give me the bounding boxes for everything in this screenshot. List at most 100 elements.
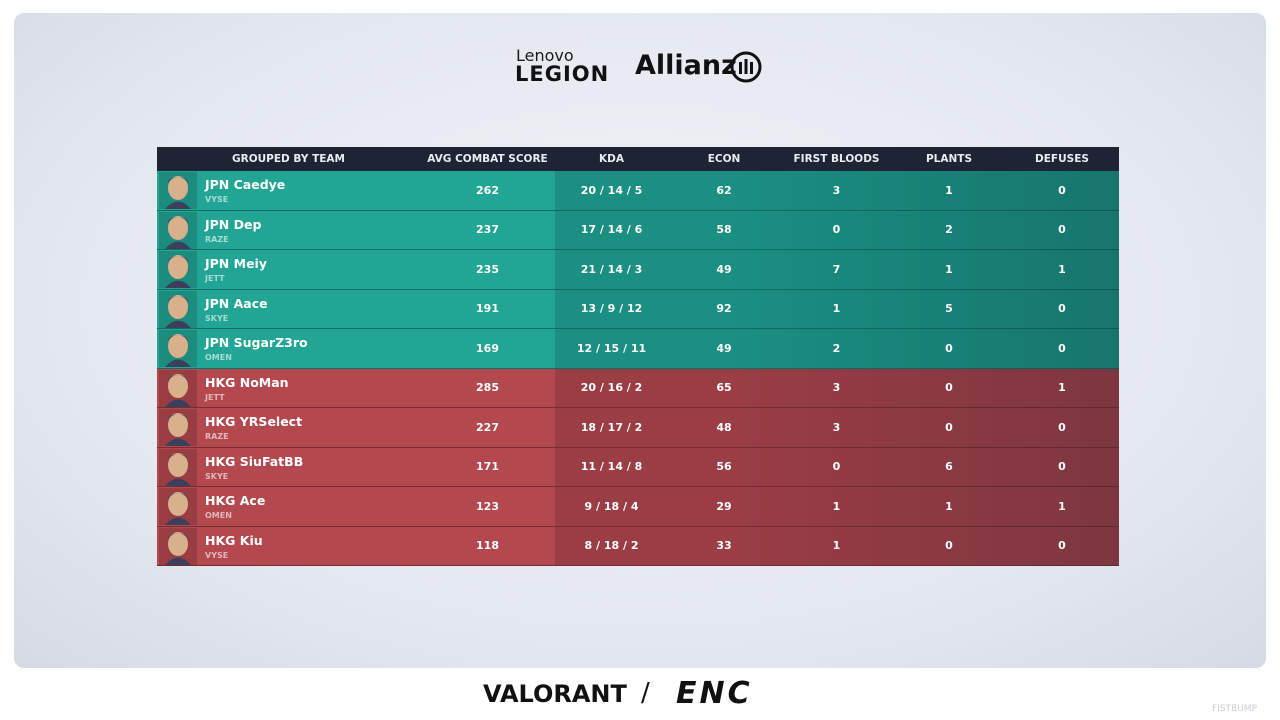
stat-cell: 227	[420, 408, 555, 447]
stat-cell: 12 / 15 / 11	[576, 341, 647, 355]
agent-portrait	[159, 172, 197, 209]
player-name: HKG Ace	[205, 493, 266, 508]
player-name: HKG SiuFatBB	[205, 453, 304, 469]
agent-name: RAZE	[205, 234, 229, 244]
player-row: HKG SiuFatBB SKYE 171 11 / 14 / 8 56 0 6 0	[157, 447, 1119, 487]
agent-name: VYSE	[205, 550, 229, 560]
watermark: FISTBUMP	[1212, 704, 1257, 714]
player-cell: HKG SiuFatBB SKYE	[157, 447, 420, 486]
agent-portrait	[159, 251, 197, 288]
stat-cell: 0	[1058, 460, 1066, 474]
player-name: JPN Meiy	[205, 256, 267, 271]
stat-cell: 0	[1058, 420, 1066, 434]
agent-portrait	[159, 290, 197, 328]
player-row: HKG NoMan JETT 285 20 / 16 / 2 65 3 0 1	[157, 368, 1119, 408]
player-name: JPN Caedye	[205, 177, 286, 192]
stat-cell: 20 / 14 / 5	[580, 183, 643, 197]
header-cell: KDA	[599, 153, 624, 165]
agent-portrait	[159, 448, 197, 486]
stat-cell: 13 / 9 / 12	[580, 302, 643, 316]
player-row: HKG YRSelect RAZE 227 18 / 17 / 2 48 3 0 0	[157, 408, 1119, 448]
stat-cell: 0	[1058, 302, 1066, 316]
player-row: JPN SugarZ3ro OMEN 169 12 / 15 / 11 49 2 0 0	[157, 329, 1119, 369]
agent-name: JETT	[205, 274, 225, 283]
player-row: JPN Caedye VYSE 262 20 / 14 / 5 62 3 1 0	[157, 171, 1119, 211]
stat-cell: 0	[832, 223, 841, 237]
stat-cell: 29	[716, 499, 732, 513]
agent-portrait	[159, 330, 197, 367]
stat-cell: 1	[1058, 499, 1066, 513]
stat-cell: 123	[420, 487, 555, 526]
stat-cell: 9 / 18 / 4	[584, 499, 639, 513]
stat-cell: 0	[945, 420, 953, 434]
stat-cell: 56	[716, 460, 732, 474]
stat-cell: 49	[716, 262, 732, 276]
agent-portrait	[159, 369, 197, 407]
stat-cell: 20 / 16 / 2	[580, 381, 643, 395]
stat-cell: 18 / 17 / 2	[580, 420, 643, 434]
player-cell: HKG YRSelect RAZE	[157, 408, 420, 447]
header-cell: AVG COMBAT SCORE	[427, 153, 548, 165]
stat-cell: 7	[832, 262, 841, 276]
player-row: HKG Ace OMEN 123 9 / 18 / 4 29 1 1 1	[157, 487, 1119, 527]
agent-name: SKYE	[205, 313, 229, 323]
allianz-logo	[730, 51, 762, 83]
agent-name: OMEN	[205, 511, 232, 520]
stat-cell: 1	[945, 262, 953, 276]
player-cell: JPN SugarZ3ro OMEN	[157, 329, 420, 368]
stat-cell: 33	[716, 539, 732, 553]
player-row: JPN Meiy JETT 235 21 / 14 / 3 49 7 1 1	[157, 250, 1119, 290]
header-cell: PLANTS	[925, 153, 973, 165]
stat-cell: 21 / 14 / 3	[580, 262, 643, 276]
sponsor-small: Lenovo	[516, 46, 574, 65]
stat-cell: 1	[945, 183, 953, 197]
stat-cell: 17 / 14 / 6	[580, 223, 643, 237]
player-cell: HKG Ace OMEN	[157, 487, 420, 526]
scoreboard: GROUPED BY TEAM AVG COMBAT SCORE KDA ECON FI…	[157, 147, 1119, 566]
player-cell: JPN Aace SKYE	[157, 289, 420, 328]
footer-valorant: VALORANT	[483, 680, 627, 708]
stat-cell: 1	[832, 302, 841, 316]
stat-cell: 0	[945, 381, 953, 395]
stat-cell: 0	[945, 341, 953, 355]
agent-name: SKYE	[205, 471, 229, 481]
stat-cell: 48	[716, 420, 732, 434]
player-cell: JPN Dep RAZE	[157, 210, 420, 249]
player-name: HKG Kiu	[205, 532, 263, 548]
stat-cell: 1	[945, 499, 953, 513]
stat-cell: 2	[832, 341, 841, 355]
stat-cell: 8 / 18 / 2	[584, 539, 639, 553]
stat-cell: 2	[945, 223, 953, 237]
stat-cell: 285	[420, 368, 555, 407]
sponsor-allianz: Allianz	[635, 50, 737, 81]
stat-cell: 1	[832, 499, 841, 513]
agent-portrait	[159, 488, 197, 525]
stat-cell: 1	[832, 539, 841, 553]
agent-name: RAZE	[205, 432, 229, 441]
stat-cell: 0	[1058, 341, 1066, 355]
stat-cell: 5	[945, 302, 953, 316]
header-cell: GROUPED BY TEAM	[232, 153, 345, 165]
stat-cell: 169	[420, 329, 555, 368]
stat-cell: 6	[945, 460, 953, 474]
player-row: JPN Aace SKYE 191 13 / 9 / 12 92 1 5 0	[157, 289, 1119, 329]
stat-cell: 3	[832, 183, 841, 197]
agent-name: VYSE	[205, 195, 229, 204]
stat-cell: 3	[832, 381, 841, 395]
player-name: JPN SugarZ3ro	[205, 335, 308, 350]
stat-cell: 191	[420, 289, 555, 328]
stat-cell: 49	[716, 341, 732, 355]
agent-name: OMEN	[205, 353, 232, 362]
agent-name: JETT	[205, 392, 225, 402]
stat-cell: 0	[832, 460, 841, 474]
stat-cell: 11 / 14 / 8	[580, 460, 643, 474]
stat-cell: 1	[1058, 381, 1066, 395]
sponsor-legion: LEGION	[515, 62, 610, 86]
header-row: GROUPED BY TEAM AVG COMBAT SCORE KDA ECON FI…	[157, 147, 1119, 171]
player-name: JPN Aace	[205, 295, 268, 311]
stat-cell: 235	[420, 250, 555, 289]
player-cell: HKG NoMan JETT	[157, 368, 420, 407]
stat-cell: 62	[716, 183, 732, 197]
footer-separator: /	[641, 678, 650, 708]
